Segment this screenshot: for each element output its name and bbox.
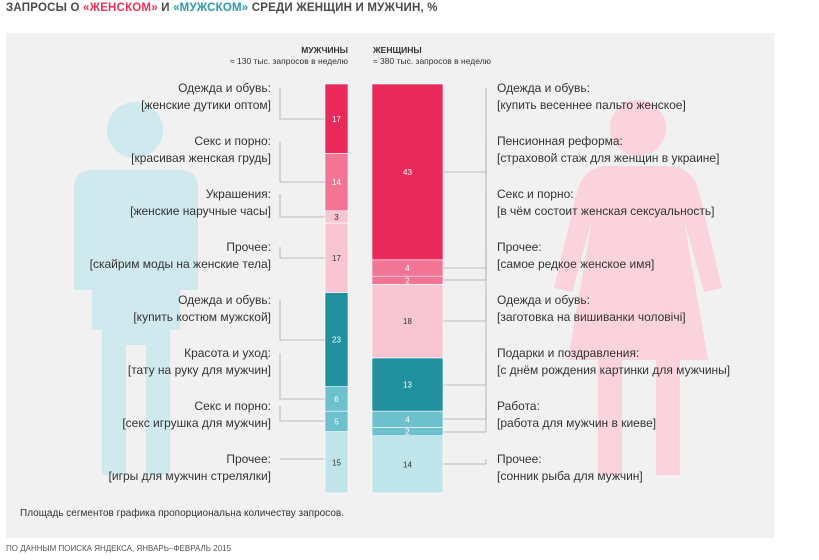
segment-value: 17 [332, 115, 341, 124]
segment-query: [самое редкое женское имя] [497, 257, 654, 271]
segment-value: 14 [403, 460, 412, 469]
connector-line [443, 88, 487, 173]
segment-value: 3 [334, 213, 339, 222]
women-header: ЖЕНЩИНЫ ≈ 380 тыс. запросов в неделю [373, 45, 491, 67]
bar-segment [371, 435, 444, 494]
bar-segment [371, 357, 444, 412]
segment-category: Одежда и обувь: [497, 293, 590, 307]
title-part-1: ЗАПРОСЫ О [6, 2, 83, 14]
women-header-label: ЖЕНЩИНЫ [373, 45, 422, 55]
segment-category: Прочее: [497, 452, 542, 466]
segment-category: Работа: [497, 399, 540, 413]
connector-line [279, 88, 325, 120]
connector-line [443, 406, 487, 433]
segment-query: [тату на руку для мужчин] [128, 363, 271, 377]
segment-category: Пенсионная реформа: [497, 134, 623, 148]
connector-line [443, 194, 487, 281]
segment-value: 2 [405, 428, 410, 437]
connector-line [443, 141, 487, 269]
segment-category: Подарки и поздравления: [497, 346, 639, 360]
segment-value: 6 [334, 395, 339, 404]
segment-query: [секс игрушка для мужчин] [122, 416, 271, 430]
segment-query: [женские дутики оптом] [141, 98, 271, 112]
segment-value: 23 [332, 336, 341, 345]
segment-value: 2 [405, 276, 410, 285]
title-female-word: «ЖЕНСКОМ» [83, 2, 158, 14]
segment-query: [красивая женская грудь] [131, 151, 271, 165]
footnote: Площадь сегментов графика пропорциональн… [20, 508, 344, 519]
segment-query: [скайрим моды на женские тела] [90, 257, 271, 271]
male-figure-icon [74, 102, 198, 475]
men-header-label: МУЖЧИНЫ [301, 45, 348, 55]
segment-query: [купить весеннее пальто женское] [497, 98, 686, 112]
segment-query: [женские наручные часы] [130, 204, 271, 218]
connector-lines [279, 88, 487, 465]
segment-category: Прочее: [497, 240, 542, 254]
segment-category: Секс и порно: [497, 187, 574, 201]
segment-query: [сонник рыба для мужчин] [497, 469, 643, 483]
segment-query: [заготовка на вишиванки чоловічі] [497, 310, 686, 324]
segment-query: [в чём состоит женская сексуальность] [497, 204, 715, 218]
segment-value: 5 [334, 417, 339, 426]
connector-line [279, 194, 325, 218]
segment-value: 4 [405, 415, 410, 424]
segment-category: Красота и уход: [184, 346, 271, 360]
segment-category: Одежда и обувь: [178, 293, 271, 307]
bar-segment [324, 431, 349, 494]
segment-category: Прочее: [226, 452, 271, 466]
title-part-3: СРЕДИ ЖЕНЩИН И МУЖЧИН, % [248, 2, 438, 14]
connector-line [443, 459, 487, 465]
source-note: ПО ДАННЫМ ПОИСКА ЯНДЕКСА, ЯНВАРЬ–ФЕВРАЛЬ… [6, 544, 232, 553]
segment-query: [работа для мужчин в киеве] [497, 416, 656, 430]
connector-line [279, 300, 325, 341]
female-figure-icon [554, 100, 722, 475]
segment-category: Секс и порно: [194, 399, 271, 413]
title-part-2: И [157, 2, 174, 14]
segment-value: 4 [405, 264, 410, 273]
segment-query: [купить костюм мужской] [133, 310, 271, 324]
segment-value: 13 [403, 381, 412, 390]
segment-query: [игры для мужчин стрелялки] [109, 469, 271, 483]
segment-value: 17 [332, 254, 341, 263]
chart-title: ЗАПРОСЫ О «ЖЕНСКОМ» И «МУЖСКОМ» СРЕДИ ЖЕ… [6, 2, 438, 14]
figures [74, 100, 722, 475]
segment-category: Украшения: [206, 187, 271, 201]
segment-value: 43 [403, 168, 412, 177]
women-header-sub: ≈ 380 тыс. запросов в неделю [373, 56, 492, 66]
connector-line [443, 247, 487, 322]
connector-line [279, 247, 325, 259]
men-header: МУЖЧИНЫ ≈ 130 тыс. запросов в неделю [230, 45, 348, 67]
segment-value: 18 [403, 317, 412, 326]
segment-category: Прочее: [226, 240, 271, 254]
title-male-word: «МУЖСКОМ» [173, 2, 249, 14]
segment-value: 15 [332, 458, 341, 467]
segment-query: [с днём рождения картинки для мужчины] [497, 363, 730, 377]
men-header-sub: ≈ 130 тыс. запросов в неделю [229, 56, 348, 66]
segment-value: 14 [332, 178, 341, 187]
segment-category: Одежда и обувь: [497, 81, 590, 95]
segment-query: [страховой стаж для женщин в украине] [497, 151, 719, 165]
segment-labels: Одежда и обувь: [женские дутики оптом] Сек… [90, 81, 731, 483]
stacked-bars: 17 14 3 17 23 6 5 15 43 4 2 18 13 4 2 14 [324, 83, 444, 494]
connector-line [443, 300, 487, 386]
segment-category: Секс и порно: [194, 134, 271, 148]
connector-line [279, 406, 325, 422]
bar-segment [371, 284, 444, 359]
connector-line [279, 141, 325, 183]
segment-category: Одежда и обувь: [178, 81, 271, 95]
bar-segment [371, 83, 444, 261]
connector-line [279, 353, 325, 400]
connector-line [443, 353, 487, 420]
